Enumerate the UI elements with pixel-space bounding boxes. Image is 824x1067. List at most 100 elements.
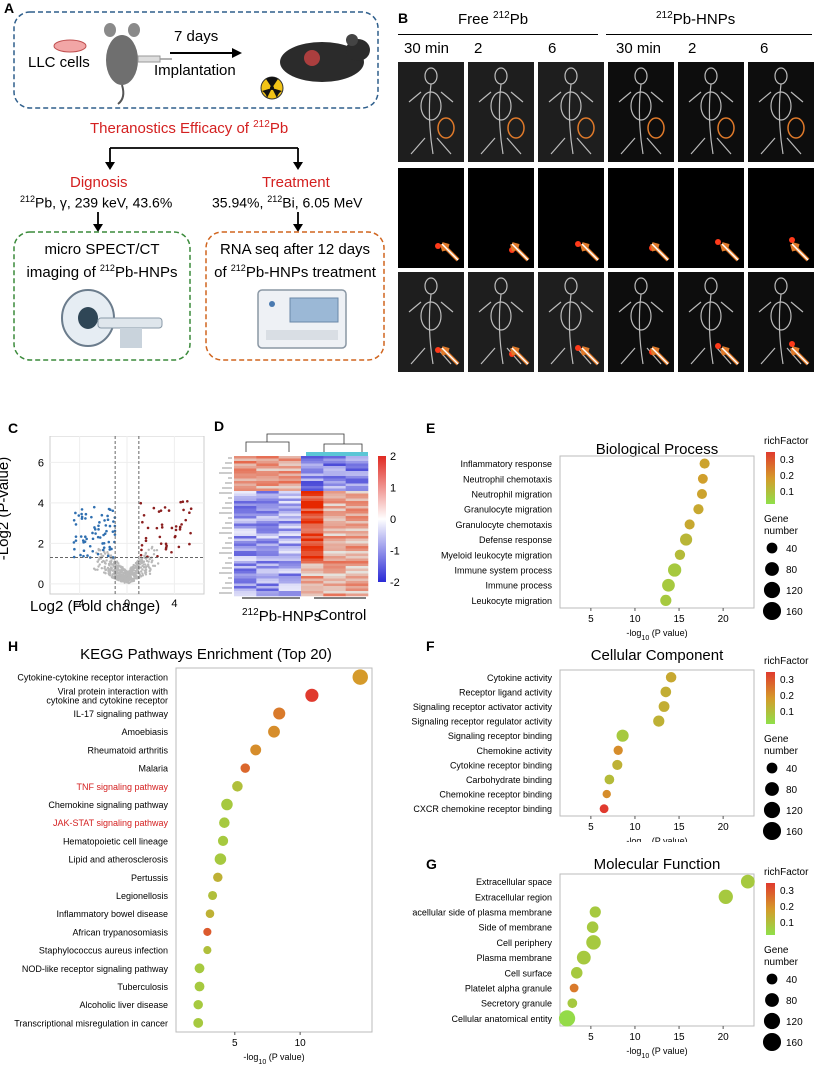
heatmap-cell: [256, 476, 279, 479]
volcano-point: [123, 568, 127, 571]
heatmap-cell: [234, 558, 257, 562]
row-dendrogram: [219, 457, 232, 594]
heatmap-cell: [301, 513, 324, 517]
heatmap-cell: [301, 516, 324, 519]
volcano-point-down: [103, 519, 106, 522]
volcano-point: [97, 558, 101, 561]
heatmap-cell: [301, 553, 324, 557]
volcano-point: [129, 575, 132, 578]
tumor-arrow-core: [791, 243, 809, 261]
panel-f-letter: F: [426, 638, 435, 654]
enrichment-dot: [250, 744, 262, 756]
heatmap-cell: [345, 466, 369, 469]
category-label: Alcoholic liver disease: [79, 1000, 168, 1010]
colorbar-tick: 1: [390, 483, 396, 495]
volcano-point-down: [98, 536, 102, 539]
heatmap-cell: [278, 536, 302, 539]
heatmap-cell: [256, 511, 279, 514]
spect-image-cell: [678, 62, 744, 162]
panel-b-letter: B: [398, 10, 409, 26]
ribcage-shape: [560, 301, 582, 331]
panel-g-letter: G: [426, 856, 437, 872]
dendrogram-lines: [245, 433, 363, 456]
enrichment-dot: [194, 963, 205, 974]
heatmap-cell: [301, 558, 324, 562]
volcano-point: [127, 581, 131, 585]
heatmap-cell: [278, 543, 302, 547]
heatmap-cell: [278, 571, 302, 574]
gene-size-label: 40: [786, 975, 798, 986]
limb-shape: [650, 301, 664, 313]
volcano-point: [150, 561, 153, 564]
volcano-point-down: [86, 554, 89, 557]
heatmap-cell: [234, 568, 257, 572]
enrichment-dot: [599, 804, 609, 814]
gene-size-dot: [762, 1032, 782, 1052]
enrichment-dot: [586, 935, 601, 950]
ribcage-shape: [700, 91, 722, 121]
treatment-title: Treatment: [262, 174, 330, 191]
volcano-point-down: [111, 530, 115, 533]
limb-shape: [478, 301, 492, 313]
heatmap-cell: [301, 533, 324, 537]
spect-image-cell: [468, 62, 534, 162]
category-label: Chemokine signaling pathway: [48, 800, 168, 810]
heatmap-cell: [278, 491, 302, 494]
heatmap-cell: [234, 551, 257, 554]
time-label: 2: [474, 40, 483, 57]
heatmap-cell: [323, 498, 346, 502]
heatmap-cell: [256, 551, 279, 554]
enrichment-dot: [665, 672, 677, 683]
heatmap-cell: [234, 561, 257, 564]
limb-shape: [440, 301, 454, 313]
volcano-point-down: [101, 548, 105, 552]
heatmap-cell: [234, 571, 257, 574]
volcano-point-down: [84, 535, 87, 539]
spect-image-cell: [468, 272, 534, 372]
heatmap-cell: [278, 563, 302, 567]
spine-shape: [708, 83, 714, 155]
spine-shape: [568, 293, 574, 365]
enrichment-dot: [194, 981, 205, 992]
volcano-point-down: [100, 513, 104, 517]
tumor-circle: [787, 117, 805, 139]
diagnosis-box-text: micro SPECT/CT imaging of 212Pb-HNPs: [26, 241, 178, 281]
heatmap-cell: [323, 538, 346, 542]
enrichment-dot: [740, 874, 755, 889]
spect-image-cell: [748, 62, 814, 162]
heatmap-cell: [234, 588, 257, 592]
category-label: Chemokine activity: [476, 746, 552, 756]
heatmap-cell: [345, 531, 369, 534]
heatmap-cell: [234, 508, 257, 512]
limb-shape: [758, 91, 772, 103]
category-label: Carbohydrate binding: [466, 775, 552, 785]
heatmap-cell: [323, 563, 346, 567]
heatmap-cell: [323, 503, 346, 507]
x-axis-label: -log10 (P value): [626, 628, 687, 642]
heatmap-cell: [323, 543, 346, 547]
heatmap-cell: [234, 463, 257, 467]
limb-shape: [790, 301, 804, 313]
limb-shape: [720, 301, 734, 313]
category-label: TNF signaling pathway: [76, 782, 168, 792]
treatment-box: [205, 231, 385, 361]
gene-size-label: 40: [786, 544, 798, 555]
heatmap-cell: [256, 568, 279, 572]
richfactor-tick: 0.2: [780, 902, 794, 913]
heatmap-cell: [234, 581, 257, 584]
heatmap-cell: [301, 486, 324, 489]
volcano-point-up: [174, 534, 177, 538]
volcano-point-up: [189, 507, 193, 511]
volcano-point: [106, 566, 110, 570]
volcano-point: [96, 568, 99, 571]
panel-c-letter: C: [8, 420, 19, 436]
volcano-point-down: [112, 520, 115, 523]
volcano-point-down: [79, 553, 82, 557]
heatmap-cell: [345, 546, 369, 549]
enrichment-dot: [674, 549, 686, 560]
heatmap-cell: [323, 581, 346, 584]
x-tick-label: 5: [588, 822, 594, 833]
heatmap-cell: [278, 493, 302, 497]
scan-background: [538, 272, 604, 372]
x-tick-label: 5: [588, 1032, 594, 1043]
